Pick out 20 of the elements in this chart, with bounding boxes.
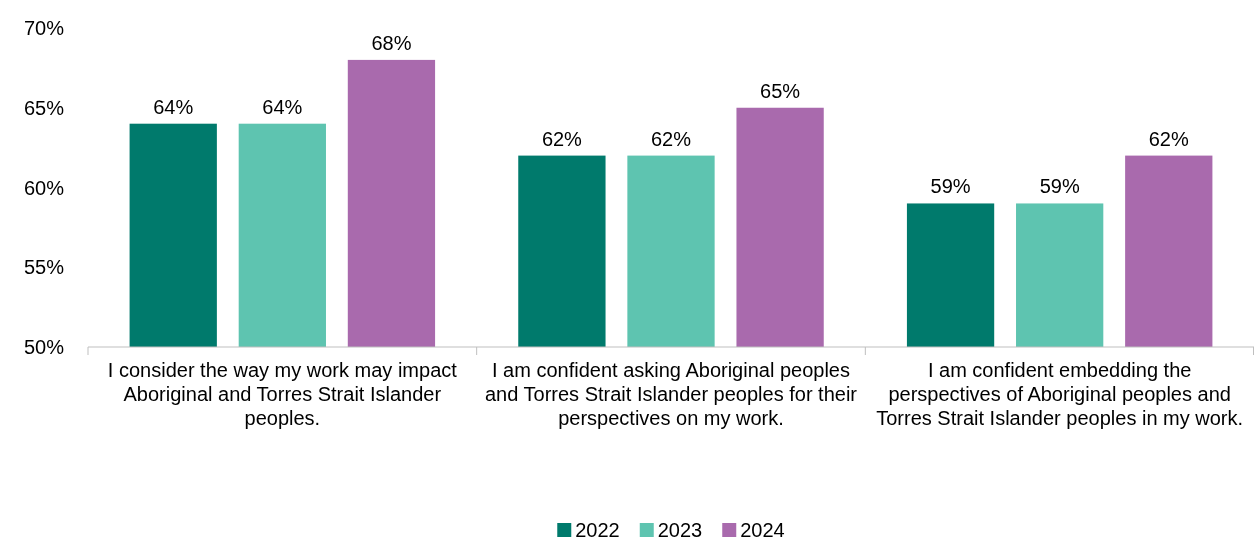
legend-label: 2023	[657, 519, 703, 541]
legend-label: 2022	[575, 519, 620, 541]
data-label: 59%	[930, 175, 971, 198]
y-tick-label: 65%	[23, 96, 65, 119]
data-label: 62%	[650, 127, 692, 150]
data-label: 68%	[371, 31, 412, 54]
x-tick-label: I am confident asking Aboriginal peoples and Torres Strait Islander peoples for their perspectives on my work.	[484, 359, 858, 429]
data-label: 62%	[541, 127, 583, 150]
data-label: 62%	[1148, 127, 1189, 150]
x-tick-label: I consider the way my work may impact Aboriginal and Torres Strait Islander peoples.	[107, 359, 458, 429]
data-label: 59%	[1039, 175, 1080, 198]
y-tick-label: 70%	[23, 17, 65, 39]
data-label: 64%	[153, 95, 194, 118]
data-label: 64%	[262, 95, 303, 118]
data-label: 65%	[760, 79, 801, 102]
y-tick-label: 60%	[23, 176, 65, 199]
legend-label: 2024	[740, 519, 785, 541]
y-tick-label: 50%	[23, 336, 65, 358]
y-tick-label: 55%	[23, 256, 65, 279]
x-tick-label: I am confident embedding the perspectives of Aboriginal peoples and Torres Strait Islander peoples in my work.	[876, 359, 1244, 429]
